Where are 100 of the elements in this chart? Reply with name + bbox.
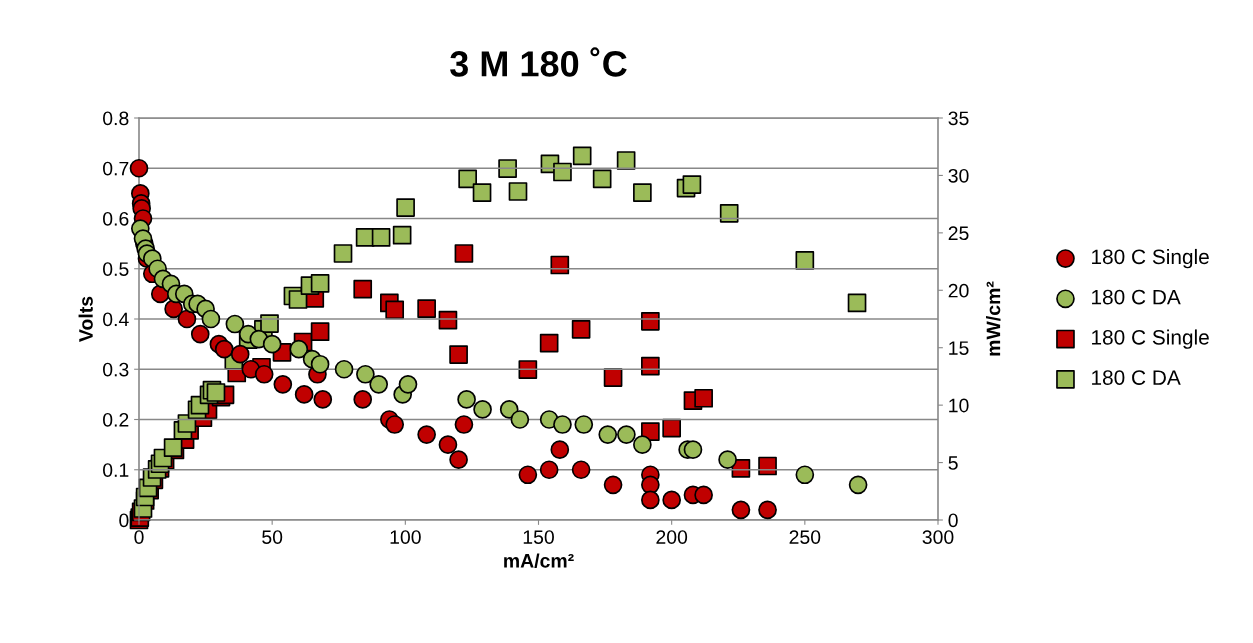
point (508, 182, 528, 201)
point (398, 374, 418, 394)
point (457, 390, 476, 409)
chart-title: 3 M 180 ˚C (450, 47, 627, 77)
point (310, 322, 330, 341)
point (385, 300, 405, 320)
point (795, 465, 815, 485)
y-tick-label: 0.2 (103, 412, 129, 427)
point (731, 500, 751, 520)
point (473, 400, 492, 419)
point (260, 314, 279, 333)
y2-tick-label: 0 (948, 513, 958, 528)
point (633, 183, 652, 202)
y-axis-title: Volts (78, 296, 93, 342)
point (334, 359, 354, 379)
x-tick-label: 150 (523, 530, 554, 544)
point (458, 169, 477, 189)
point (288, 290, 308, 309)
y2-tick-label: 5 (948, 456, 958, 470)
point (572, 146, 592, 166)
point (641, 422, 660, 441)
point (683, 440, 703, 459)
point (310, 274, 330, 293)
point (498, 159, 517, 178)
point (718, 450, 737, 470)
point (539, 460, 559, 480)
point (353, 390, 373, 409)
point (539, 333, 559, 353)
x-tick-label: 50 (262, 530, 283, 544)
point (550, 440, 570, 459)
y-tick-label: 0.6 (103, 211, 129, 226)
point (310, 354, 330, 374)
y-tick-label: 0.7 (103, 161, 129, 176)
point (571, 460, 591, 480)
point (353, 279, 373, 299)
point (758, 500, 777, 520)
y2-tick-label: 35 (948, 111, 969, 126)
point (662, 490, 682, 510)
point (662, 418, 682, 438)
point (225, 314, 245, 334)
point (617, 425, 636, 444)
y2-tick-label: 25 (948, 226, 969, 241)
point (553, 415, 572, 434)
point (313, 390, 333, 409)
y2-axis-title: mW/cm² (986, 281, 1001, 356)
point (641, 490, 660, 510)
point (438, 435, 458, 454)
y-tick-label: 0.8 (103, 111, 129, 126)
point (603, 475, 623, 495)
y-tick-label: 0.5 (103, 262, 129, 276)
point (518, 465, 538, 485)
y2-tick-label: 20 (948, 283, 969, 298)
x-tick-label: 300 (922, 530, 954, 544)
point (129, 158, 149, 178)
point (848, 475, 868, 495)
point (273, 374, 293, 394)
x-tick-label: 200 (656, 530, 688, 544)
x-tick-label: 250 (789, 530, 821, 544)
point (417, 425, 436, 444)
x-tick-label: 100 (390, 530, 421, 544)
point (719, 203, 739, 223)
legend-label: 180 C DA (1092, 289, 1181, 305)
point (454, 415, 474, 434)
point (396, 198, 415, 217)
point (641, 311, 660, 331)
point (262, 334, 282, 354)
point (598, 425, 618, 444)
y-tick-label: 0.3 (103, 362, 129, 377)
y-tick-label: 0.4 (103, 312, 129, 327)
point (633, 435, 652, 454)
point (356, 364, 375, 384)
point (795, 251, 815, 270)
x-tick-label: 0 (134, 530, 144, 544)
y2-tick-label: 10 (949, 398, 969, 413)
x-axis-title: mA/cm² (504, 553, 574, 568)
point (694, 485, 713, 505)
point (177, 309, 197, 329)
point (449, 345, 468, 364)
legend-label: 180 C DA (1092, 370, 1181, 385)
point (847, 293, 867, 313)
point (201, 309, 221, 329)
point (289, 339, 309, 359)
point (369, 374, 389, 394)
point (682, 175, 702, 194)
point (254, 364, 274, 384)
point (392, 225, 412, 245)
y2-tick-label: 15 (949, 341, 969, 355)
point (454, 244, 474, 263)
point (574, 415, 594, 434)
y-tick-label: 0 (119, 513, 129, 528)
point (472, 183, 492, 202)
point (449, 450, 468, 470)
point (333, 244, 353, 263)
point (214, 339, 234, 359)
point (294, 385, 314, 404)
y-tick-label: 0.1 (103, 463, 129, 477)
point (385, 415, 405, 434)
point (571, 319, 591, 339)
point (417, 299, 436, 319)
point (592, 169, 612, 189)
